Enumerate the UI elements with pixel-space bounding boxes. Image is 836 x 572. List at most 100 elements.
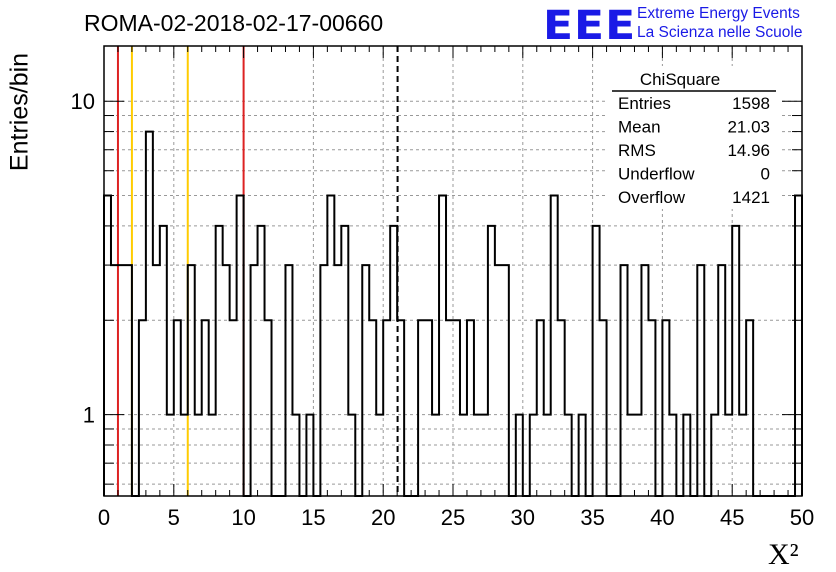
histogram-bin xyxy=(383,320,390,496)
x-tick-label: 30 xyxy=(511,505,535,530)
histogram-bin xyxy=(418,320,425,496)
stats-box-background xyxy=(608,66,780,209)
histogram-bin xyxy=(216,226,223,496)
histogram-bin xyxy=(397,320,404,496)
histogram-bin xyxy=(125,265,132,496)
histogram-bin xyxy=(390,226,397,496)
stats-row-value: 1598 xyxy=(732,94,770,113)
histogram-bin xyxy=(230,320,237,496)
histogram-bin xyxy=(634,415,641,496)
histogram-bin xyxy=(223,265,230,496)
histogram-bin xyxy=(711,415,718,496)
x-tick-label: 45 xyxy=(720,505,744,530)
histogram-bin xyxy=(481,415,488,496)
histogram-bin xyxy=(118,265,125,496)
histogram-bin xyxy=(593,226,600,496)
histogram-bin xyxy=(285,265,292,496)
logo-caption-line1: Extreme Energy Events xyxy=(637,5,800,22)
histogram-bin xyxy=(292,415,299,496)
histogram-bin xyxy=(376,415,383,496)
histogram-bin xyxy=(621,265,628,496)
histogram-bin xyxy=(460,415,467,496)
histogram-bin xyxy=(174,320,181,496)
histogram-bin xyxy=(181,415,188,496)
histogram-bin xyxy=(146,132,153,496)
chart-title: ROMA-02-2018-02-17-00660 xyxy=(84,10,384,36)
stats-row-label: Entries xyxy=(618,94,671,113)
histogram-bin xyxy=(265,320,272,496)
histogram-bin xyxy=(725,415,732,496)
stats-row-label: Overflow xyxy=(618,188,686,207)
stats-row-label: RMS xyxy=(618,141,656,160)
stats-row-value: 14.96 xyxy=(727,141,770,160)
histogram-bin xyxy=(565,415,572,496)
x-tick-label: 5 xyxy=(168,505,180,530)
x-tick-label: 15 xyxy=(301,505,325,530)
x-tick-label: 40 xyxy=(650,505,674,530)
histogram-bin xyxy=(153,265,160,496)
x-tick-label: 0 xyxy=(98,505,110,530)
histogram-bin xyxy=(579,415,586,496)
histogram-bin xyxy=(258,226,265,496)
histogram-bin xyxy=(327,196,334,496)
histogram-bin xyxy=(600,320,607,496)
histogram-bin xyxy=(628,415,635,496)
histogram-bin xyxy=(188,265,195,496)
histogram-bin xyxy=(251,265,258,496)
y-axis: 1 10 xyxy=(71,89,802,485)
histogram-bin xyxy=(237,196,244,496)
histogram-bin xyxy=(732,226,739,496)
x-tick-label: 10 xyxy=(231,505,255,530)
histogram-bin xyxy=(683,415,690,496)
histogram-bin xyxy=(530,415,537,496)
histogram-bin xyxy=(195,415,202,496)
histogram-bin xyxy=(746,320,753,496)
histogram-bin xyxy=(439,196,446,496)
histogram-bin xyxy=(544,415,551,496)
histogram-bin xyxy=(662,320,669,496)
histogram-bin xyxy=(648,320,655,496)
y-tick-label: 1 xyxy=(83,403,95,428)
stats-row-value: 1421 xyxy=(732,188,770,207)
histogram-bin xyxy=(551,196,558,496)
x-tick-label: 50 xyxy=(790,505,814,530)
histogram-bin xyxy=(488,226,495,496)
stats-row-label: Underflow xyxy=(618,165,695,184)
histogram-bin xyxy=(669,415,676,496)
histogram-bin xyxy=(537,320,544,496)
histogram-bin xyxy=(739,415,746,496)
x-axis-label: X² xyxy=(768,538,799,571)
histogram-bin xyxy=(453,320,460,496)
stats-box-title: ChiSquare xyxy=(640,70,720,89)
histogram-bin xyxy=(432,415,439,496)
histogram-bin xyxy=(718,265,725,496)
histogram-bin xyxy=(795,196,802,496)
histogram-bin xyxy=(334,265,341,496)
histogram-bin xyxy=(348,415,355,496)
stats-row-value: 0 xyxy=(761,165,770,184)
histogram-bin xyxy=(167,415,174,496)
histogram-bin xyxy=(209,415,216,496)
histogram-bin xyxy=(111,265,118,496)
x-tick-label: 35 xyxy=(580,505,604,530)
histogram-bin xyxy=(160,226,167,496)
histogram-bin xyxy=(104,196,111,496)
histogram-bin xyxy=(341,226,348,496)
histogram-bin xyxy=(495,265,502,496)
histogram-bin xyxy=(446,320,453,496)
stats-box: ChiSquare Entries 1598 Mean 21.03 RMS 14.96 Und… xyxy=(608,66,780,209)
histogram-bin xyxy=(362,265,369,496)
histogram-bin xyxy=(306,415,313,496)
stats-row-value: 21.03 xyxy=(727,118,770,137)
histogram-bin xyxy=(320,265,327,496)
x-axis: 0 5 10 15 20 25 30 35 40 45 50 xyxy=(98,46,814,530)
histogram-bin xyxy=(502,265,509,496)
histogram-bin xyxy=(641,265,648,496)
eee-logo: EEE xyxy=(543,2,637,49)
histogram-bin xyxy=(474,415,481,496)
histogram-bin xyxy=(202,320,209,496)
histogram-bin xyxy=(139,320,146,496)
stats-row-label: Mean xyxy=(618,118,661,137)
histogram-bin xyxy=(467,320,474,496)
